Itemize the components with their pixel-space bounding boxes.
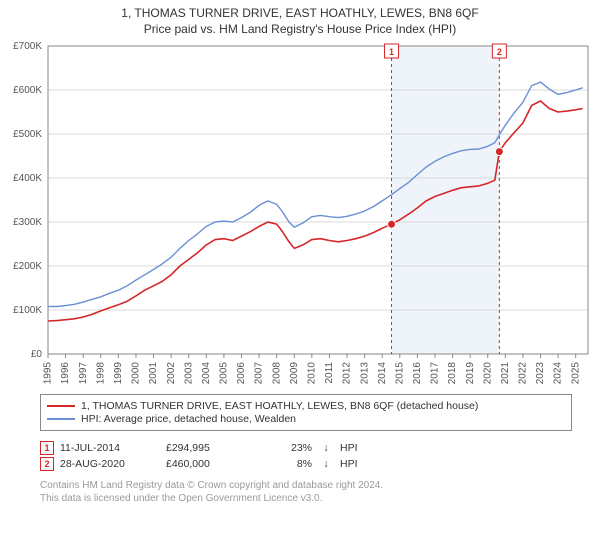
events-table: 1 11-JUL-2014 £294,995 23% ↓ HPI 2 28-AU…	[40, 439, 572, 473]
svg-text:1999: 1999	[113, 362, 124, 385]
copyright-line: Contains HM Land Registry data © Crown c…	[40, 479, 572, 492]
svg-text:2024: 2024	[553, 362, 564, 385]
svg-text:1998: 1998	[95, 362, 106, 385]
event-price: £294,995	[166, 442, 256, 454]
svg-text:2: 2	[497, 47, 502, 57]
svg-text:2018: 2018	[447, 362, 458, 385]
svg-text:£700K: £700K	[13, 41, 42, 52]
svg-text:2005: 2005	[219, 362, 230, 385]
event-row: 1 11-JUL-2014 £294,995 23% ↓ HPI	[40, 441, 572, 455]
event-price: £460,000	[166, 458, 256, 470]
chart-titles: 1, THOMAS TURNER DRIVE, EAST HOATHLY, LE…	[0, 0, 600, 38]
line-chart: £0 £100K £200K £300K £400K £500K £600K £700K 199…	[0, 38, 600, 388]
svg-text:2012: 2012	[342, 362, 353, 385]
svg-text:2017: 2017	[430, 362, 441, 385]
svg-text:1996: 1996	[60, 362, 71, 385]
copyright: Contains HM Land Registry data © Crown c…	[40, 479, 572, 505]
svg-text:2006: 2006	[236, 362, 247, 385]
svg-text:2003: 2003	[183, 362, 194, 385]
svg-text:£300K: £300K	[13, 217, 42, 228]
legend-row: HPI: Average price, detached house, Weal…	[47, 413, 565, 425]
svg-text:2004: 2004	[201, 362, 212, 385]
svg-text:£200K: £200K	[13, 261, 42, 272]
svg-text:2015: 2015	[394, 362, 405, 385]
event-pct: 23%	[262, 442, 312, 454]
svg-text:2007: 2007	[254, 362, 265, 385]
chart-area: £0 £100K £200K £300K £400K £500K £600K £700K 199…	[0, 38, 600, 388]
down-arrow-icon: ↓	[318, 458, 334, 470]
svg-text:2025: 2025	[570, 362, 581, 385]
svg-text:1995: 1995	[43, 362, 54, 385]
svg-text:£100K: £100K	[13, 305, 42, 316]
legend-swatch	[47, 418, 75, 420]
svg-text:£500K: £500K	[13, 129, 42, 140]
svg-text:1: 1	[389, 47, 394, 57]
svg-text:2011: 2011	[324, 362, 335, 384]
svg-text:2021: 2021	[500, 362, 511, 385]
event-marker-1: 1	[40, 441, 54, 455]
svg-text:2000: 2000	[131, 362, 142, 385]
svg-text:2023: 2023	[535, 362, 546, 385]
event-date: 11-JUL-2014	[60, 442, 160, 454]
svg-text:2008: 2008	[271, 362, 282, 385]
event-hpi-label: HPI	[340, 458, 380, 470]
legend: 1, THOMAS TURNER DRIVE, EAST HOATHLY, LE…	[40, 394, 572, 431]
legend-label: HPI: Average price, detached house, Weal…	[81, 413, 296, 425]
svg-text:2013: 2013	[359, 362, 370, 385]
down-arrow-icon: ↓	[318, 442, 334, 454]
legend-row: 1, THOMAS TURNER DRIVE, EAST HOATHLY, LE…	[47, 400, 565, 412]
event-hpi-label: HPI	[340, 442, 380, 454]
svg-text:2010: 2010	[306, 362, 317, 385]
svg-text:£400K: £400K	[13, 173, 42, 184]
svg-text:2019: 2019	[465, 362, 476, 385]
svg-text:£600K: £600K	[13, 85, 42, 96]
title-sub: Price paid vs. HM Land Registry's House …	[4, 22, 596, 36]
svg-text:2016: 2016	[412, 362, 423, 385]
event-pct: 8%	[262, 458, 312, 470]
svg-text:2002: 2002	[166, 362, 177, 385]
svg-text:2014: 2014	[377, 362, 388, 385]
event-marker-2: 2	[40, 457, 54, 471]
svg-text:2001: 2001	[148, 362, 159, 385]
svg-text:£0: £0	[31, 349, 43, 360]
copyright-line: This data is licensed under the Open Gov…	[40, 492, 572, 505]
title-main: 1, THOMAS TURNER DRIVE, EAST HOATHLY, LE…	[4, 6, 596, 20]
legend-label: 1, THOMAS TURNER DRIVE, EAST HOATHLY, LE…	[81, 400, 478, 412]
svg-text:1997: 1997	[78, 362, 89, 385]
event-row: 2 28-AUG-2020 £460,000 8% ↓ HPI	[40, 457, 572, 471]
svg-text:2009: 2009	[289, 362, 300, 385]
event-date: 28-AUG-2020	[60, 458, 160, 470]
svg-text:2020: 2020	[482, 362, 493, 385]
legend-swatch	[47, 405, 75, 407]
svg-text:2022: 2022	[518, 362, 529, 385]
